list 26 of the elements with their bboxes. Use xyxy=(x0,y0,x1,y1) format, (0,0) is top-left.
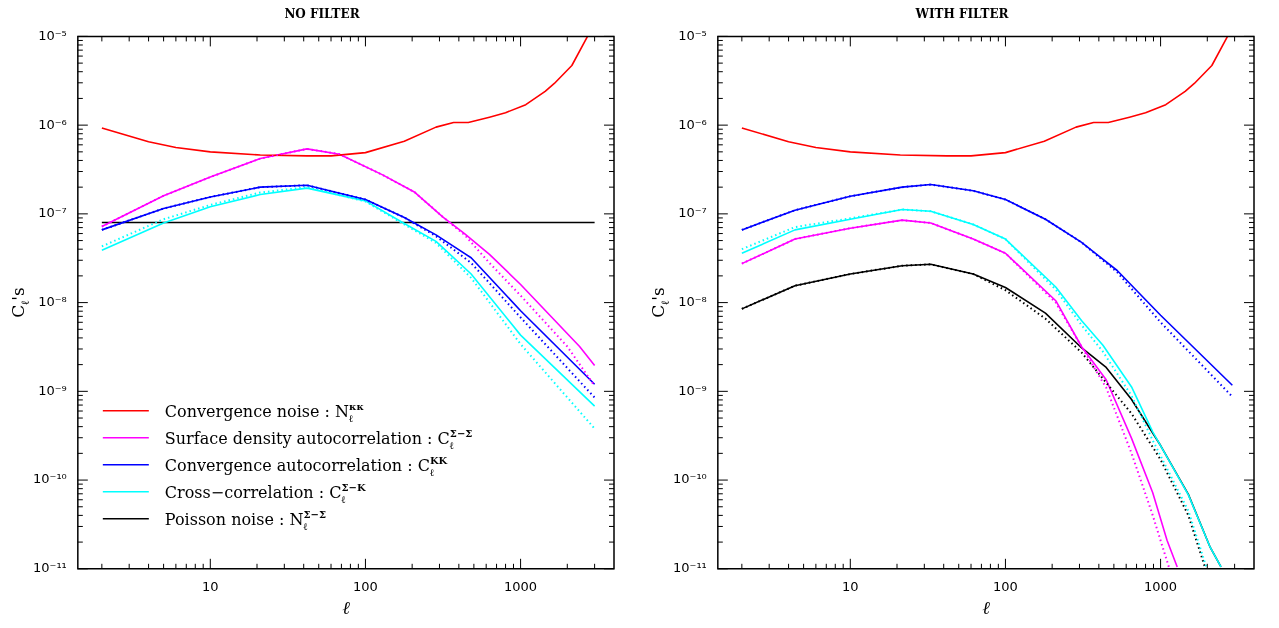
x-tick-label: 10 xyxy=(202,578,219,594)
x-axis-title: ℓ xyxy=(342,596,351,618)
x-axis-title: ℓ xyxy=(982,596,991,618)
y-tick-label: 10⁻⁵ xyxy=(38,27,67,43)
chart-title: WITH FILTER xyxy=(914,7,1010,22)
y-tick-label: 10⁻⁸ xyxy=(678,293,707,309)
x-tick-label: 1000 xyxy=(1144,578,1178,594)
y-tick-label: 10⁻¹¹ xyxy=(33,560,67,576)
y-tick-label: 10⁻¹⁰ xyxy=(33,471,67,487)
y-tick-label: 10⁻⁷ xyxy=(678,205,707,221)
y-axis-title: Cℓ's xyxy=(648,287,673,318)
y-tick-label: 10⁻⁷ xyxy=(38,205,67,221)
x-tick-label: 100 xyxy=(353,578,378,594)
y-tick-label: 10⁻⁶ xyxy=(38,116,67,132)
y-tick-label: 10⁻¹⁰ xyxy=(673,471,707,487)
x-tick-label: 10 xyxy=(842,578,859,594)
y-axis-title: Cℓ's xyxy=(8,287,33,318)
y-tick-label: 10⁻⁹ xyxy=(678,382,707,398)
y-tick-label: 10⁻⁹ xyxy=(38,382,67,398)
x-tick-label: 100 xyxy=(993,578,1018,594)
y-tick-label: 10⁻⁸ xyxy=(38,293,67,309)
chart-title: NO FILTER xyxy=(284,7,361,22)
y-tick-label: 10⁻⁶ xyxy=(678,116,707,132)
y-tick-label: 10⁻⁵ xyxy=(678,27,707,43)
x-tick-label: 1000 xyxy=(504,578,538,594)
y-tick-label: 10⁻¹¹ xyxy=(673,560,707,576)
